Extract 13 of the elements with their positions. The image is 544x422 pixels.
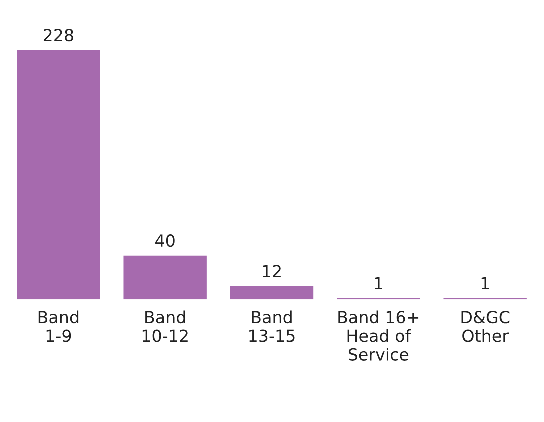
x-tick-label: Band 16+ Head of Service: [338, 310, 419, 361]
data-label: 1: [482, 277, 490, 290]
x-tick-label: Band 10-12: [142, 310, 188, 342]
bar: [230, 286, 314, 300]
bar: [17, 50, 100, 300]
x-tick-label: Band 1-9: [38, 310, 79, 342]
data-label: 228: [44, 29, 74, 42]
data-label: 1: [375, 277, 382, 290]
data-label: 40: [156, 234, 175, 248]
bar: [124, 256, 207, 300]
x-tick-label: D&GC Other: [462, 311, 510, 342]
x-tick-label: Band 13-15: [250, 310, 295, 342]
data-label: 12: [263, 265, 281, 278]
